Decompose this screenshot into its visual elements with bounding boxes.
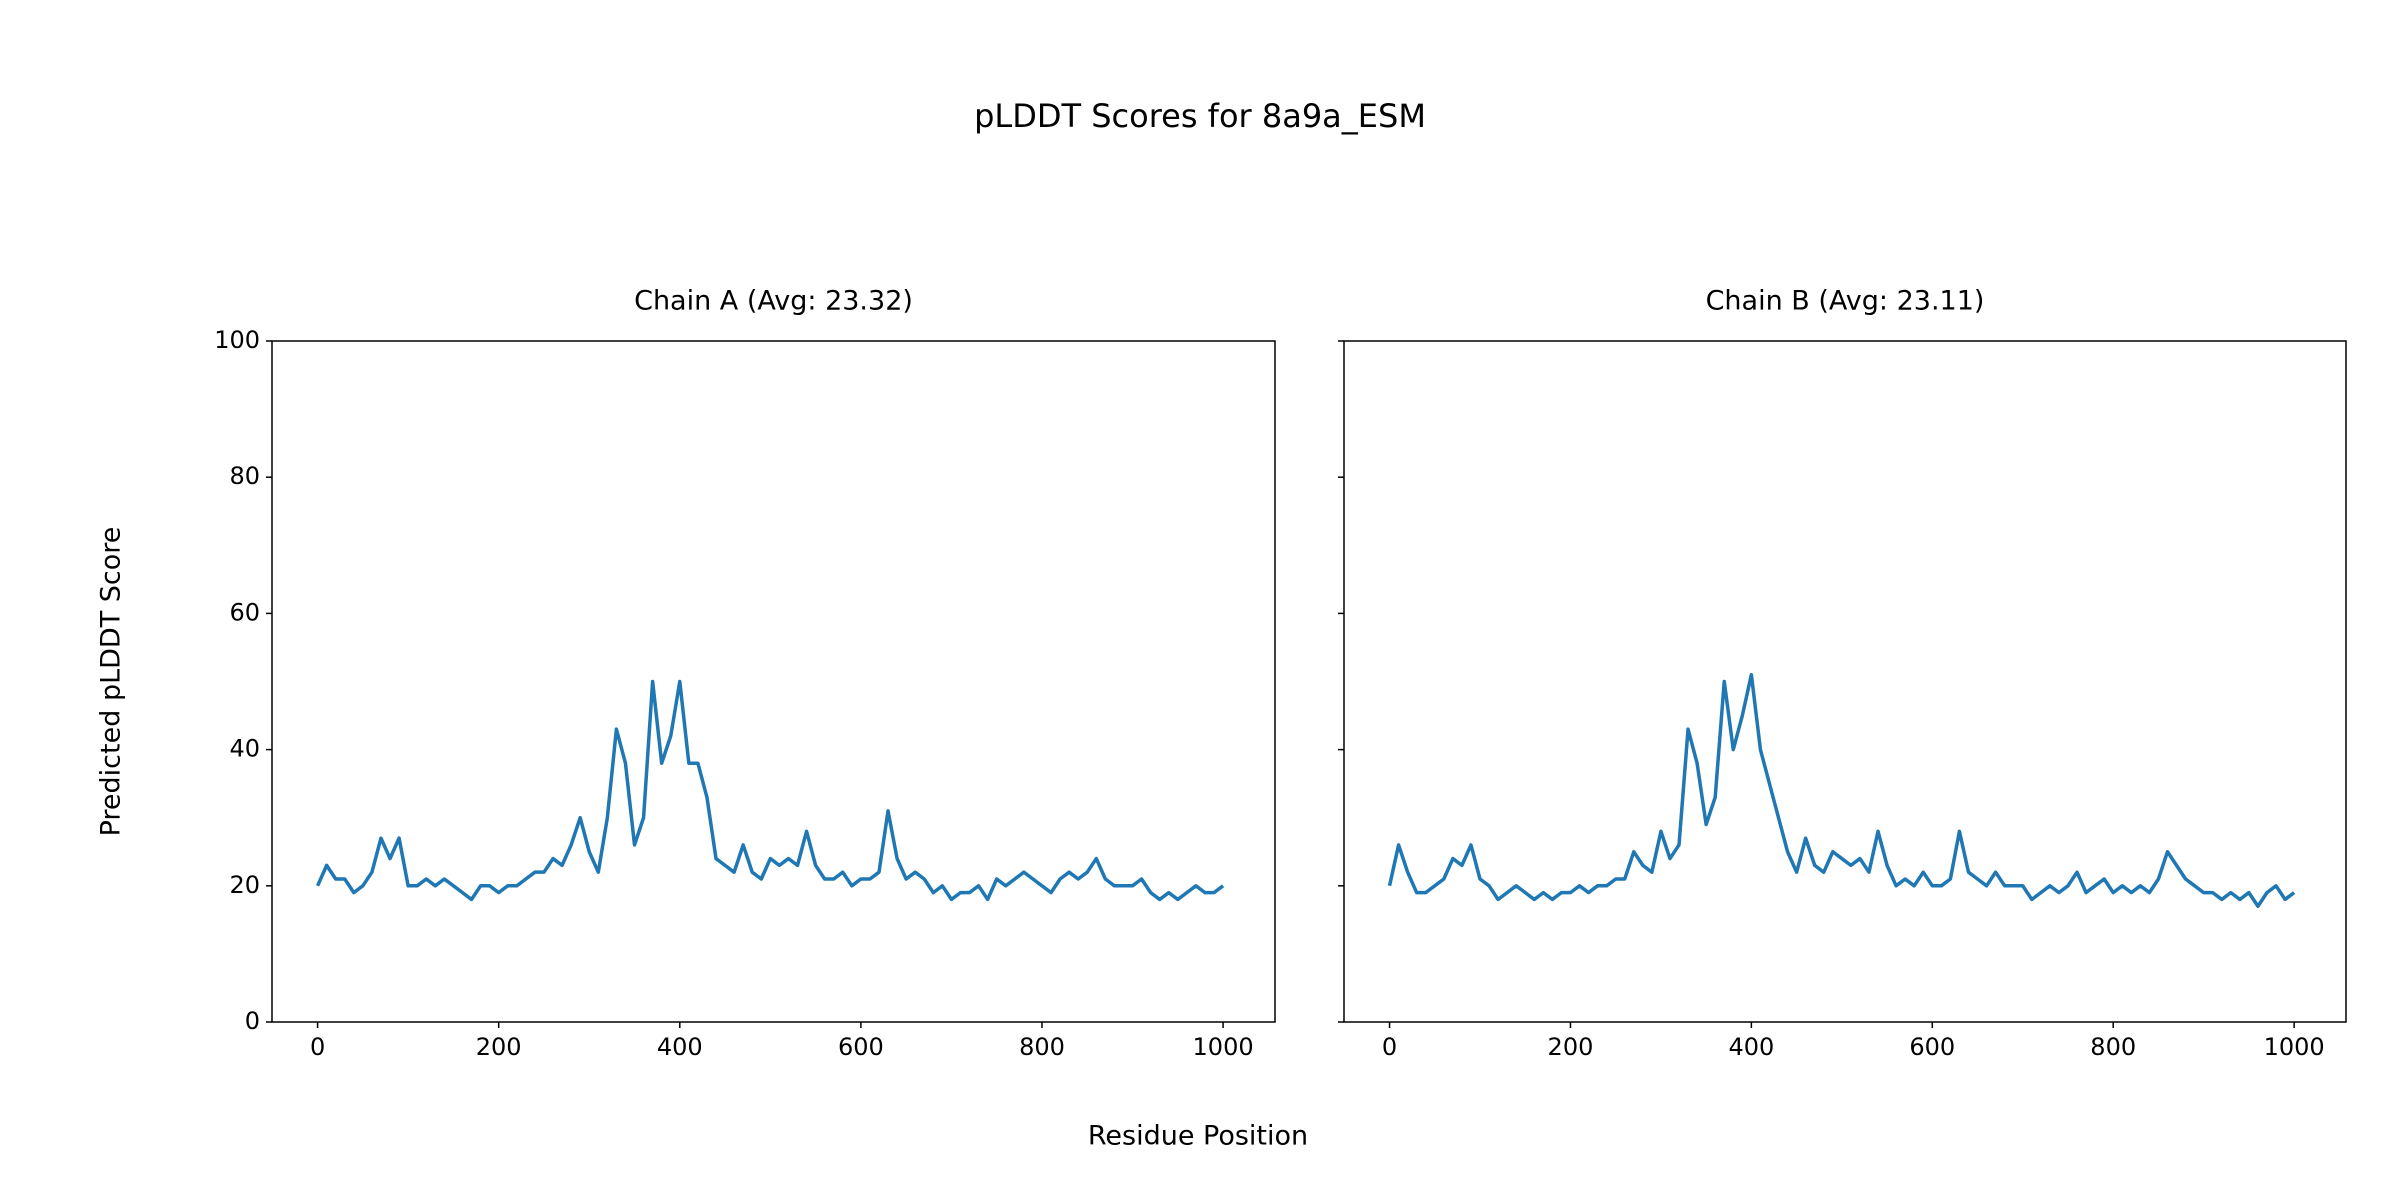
- x-tick-label: 600: [838, 1033, 884, 1061]
- x-tick-label: 800: [2090, 1033, 2136, 1061]
- x-tick-label: 1000: [2264, 1033, 2325, 1061]
- y-axis-label: Predicted pLDDT Score: [96, 527, 127, 837]
- x-tick-label: 200: [476, 1033, 522, 1061]
- axes-frame: [1343, 340, 2347, 1023]
- x-tick-label: 400: [1728, 1033, 1774, 1061]
- y-tick-label: 20: [229, 871, 260, 899]
- y-tick-label: 100: [214, 326, 260, 354]
- y-tick-label: 40: [229, 735, 260, 763]
- x-tick-label: 1000: [1193, 1033, 1254, 1061]
- figure-title: pLDDT Scores for 8a9a_ESM: [974, 97, 1426, 135]
- y-tick-label: 80: [229, 462, 260, 490]
- x-tick-label: 600: [1909, 1033, 1955, 1061]
- data-line: [1387, 672, 2296, 908]
- y-tick-label: 0: [245, 1007, 260, 1035]
- y-tick-label: 60: [229, 598, 260, 626]
- x-tick-label: 200: [1548, 1033, 1594, 1061]
- axes-frame: [271, 340, 1276, 1023]
- x-tick-label: 0: [310, 1033, 325, 1061]
- subplot-title: Chain A (Avg: 23.32): [634, 286, 913, 317]
- data-line: [315, 679, 1225, 902]
- subplot-title: Chain B (Avg: 23.11): [1706, 286, 1985, 317]
- x-axis-label: Residue Position: [1088, 1121, 1308, 1152]
- x-tick-label: 800: [1019, 1033, 1065, 1061]
- x-tick-label: 0: [1382, 1033, 1397, 1061]
- x-tick-label: 400: [657, 1033, 703, 1061]
